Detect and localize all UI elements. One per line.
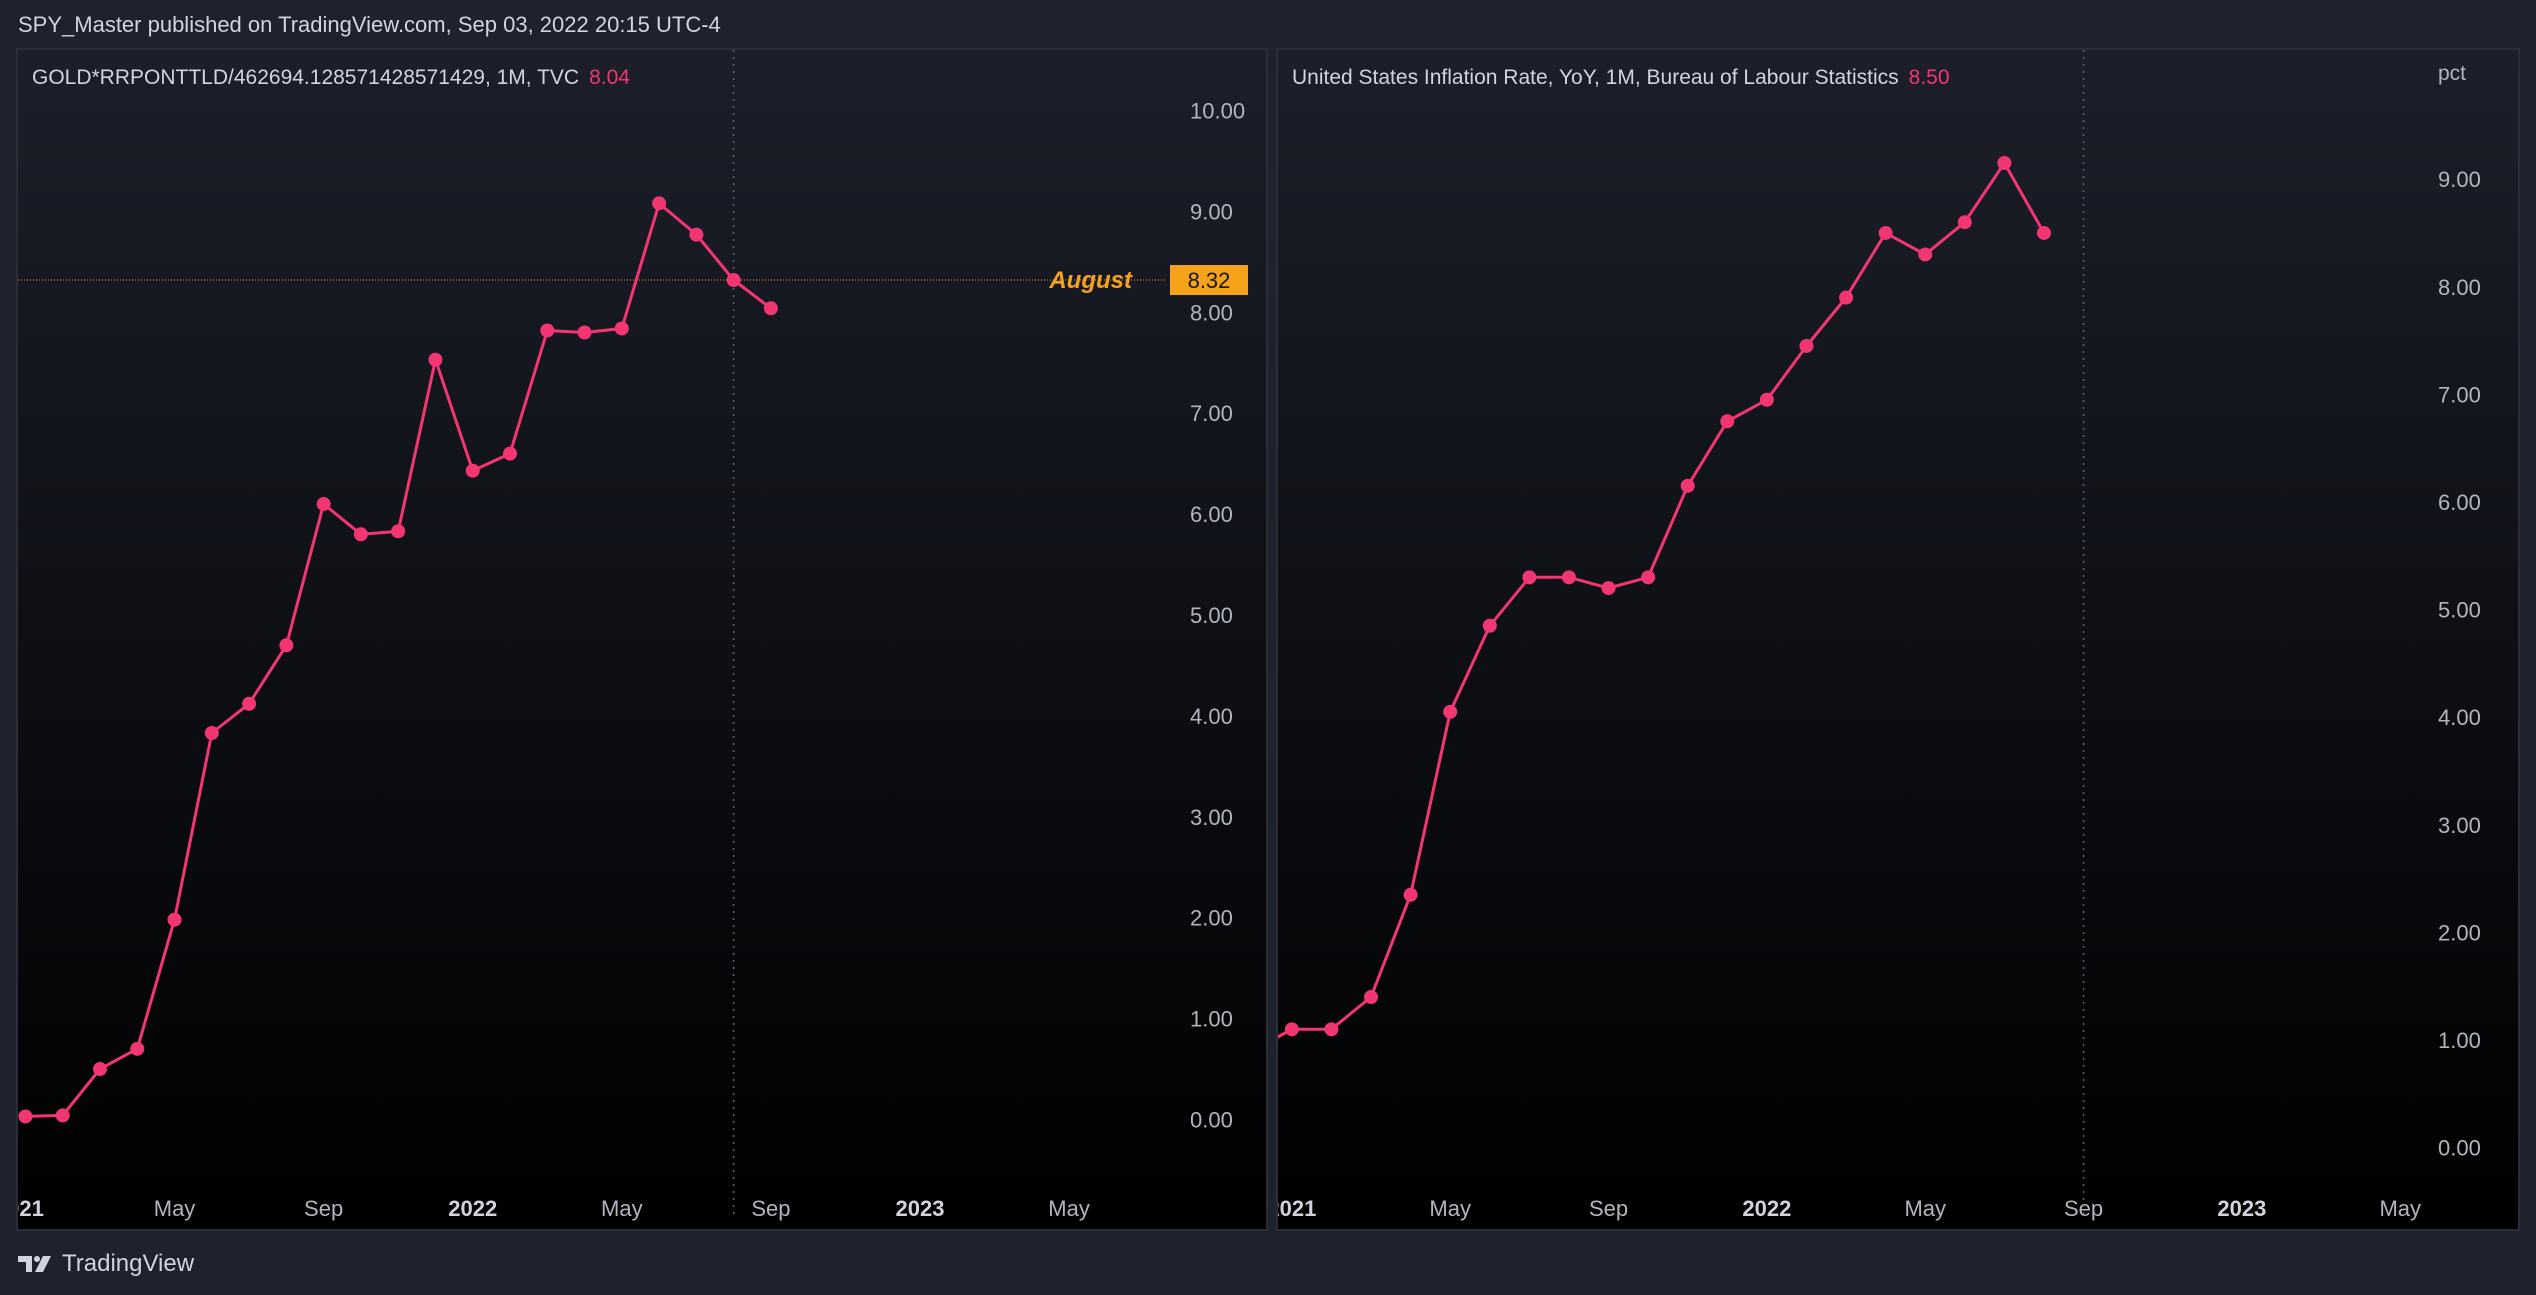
y-tick-label: 1.00: [1190, 1007, 1233, 1032]
data-point: [18, 1109, 33, 1124]
x-tick-label: 021: [18, 1196, 44, 1221]
data-point: [1443, 704, 1458, 719]
data-point: [1759, 392, 1774, 407]
legend-value: 8.04: [589, 66, 630, 89]
data-point: [242, 696, 257, 711]
data-point: [353, 527, 368, 542]
data-point: [130, 1041, 145, 1056]
data-point: [540, 323, 555, 338]
chart-panel-left[interactable]: 0.00 1.00 2.00 3.00 4.00 5.00 6.00 7.00 8.00 9.00…: [16, 48, 1268, 1231]
legend-symbol: GOLD*RRPONTTLD/462694.128571428571429, 1…: [32, 66, 580, 89]
data-point: [1957, 215, 1972, 230]
legend-symbol: United States Inflation Rate, YoY, 1M, B…: [1292, 66, 1899, 89]
x-tick-label: Sep: [1589, 1196, 1628, 1221]
legend-value: 8.50: [1908, 66, 1950, 89]
y-tick-label: 8.00: [1190, 300, 1233, 325]
y-tick-label: 7.00: [2438, 382, 2481, 407]
plot-background: [18, 50, 1266, 1229]
x-tick-label: May: [1048, 1196, 1090, 1221]
x-tick-label: Sep: [304, 1196, 343, 1221]
chart-right[interactable]: 0.00 1.00 2.00 3.00 4.00 5.00 6.00 7.00 8.00 9.00…: [1278, 50, 2518, 1229]
data-point: [93, 1062, 107, 1077]
x-tick-label: May: [1904, 1196, 1946, 1221]
price-badge: [1170, 265, 1248, 296]
data-point: [1918, 247, 1933, 262]
y-tick-label: 5.00: [1190, 603, 1233, 628]
y-tick-label: 6.00: [1190, 502, 1233, 527]
x-tick-label: May: [601, 1196, 643, 1221]
data-point: [465, 463, 480, 478]
data-point: [1364, 990, 1379, 1005]
data-point: [1324, 1022, 1339, 1037]
data-point: [726, 273, 741, 288]
y-tick-label: 3.00: [2438, 813, 2481, 838]
data-point: [1403, 887, 1418, 902]
data-point: [2036, 225, 2051, 240]
data-point: [279, 638, 294, 653]
plot-background: [1278, 50, 2518, 1229]
x-tick-label: 2021: [1278, 1196, 1316, 1221]
data-point: [1997, 156, 2012, 170]
y-tick-label: 3.00: [1190, 805, 1233, 830]
data-point: [391, 524, 406, 539]
data-point: [1284, 1022, 1299, 1037]
legend-left: GOLD*RRPONTTLD/462694.128571428571429, 1…: [32, 66, 630, 90]
x-tick-label: May: [2379, 1196, 2421, 1221]
x-tick-label: 2022: [1742, 1196, 1791, 1221]
x-tick-label: Sep: [751, 1196, 790, 1221]
data-point: [55, 1108, 70, 1123]
data-point: [1601, 581, 1616, 596]
data-point: [1878, 225, 1893, 240]
data-point: [1799, 338, 1814, 353]
y-tick-label: 9.00: [1190, 199, 1233, 224]
x-tick-label: Sep: [2064, 1196, 2103, 1221]
tradingview-logo-icon: [18, 1256, 51, 1272]
data-point: [167, 912, 182, 927]
data-point: [1839, 290, 1854, 305]
y-tick-label: 5.00: [2438, 598, 2481, 623]
data-point: [1482, 618, 1497, 633]
data-point: [1641, 570, 1656, 585]
y-tick-label: 10.00: [1190, 99, 1245, 124]
data-point: [652, 196, 667, 211]
data-point: [316, 497, 331, 512]
data-point: [689, 227, 704, 242]
y-tick-label: 9.00: [2438, 167, 2481, 192]
data-point: [614, 321, 629, 336]
chart-panel-right[interactable]: 0.00 1.00 2.00 3.00 4.00 5.00 6.00 7.00 8.00 9.00…: [1276, 48, 2520, 1231]
y-tick-label: 4.00: [1190, 704, 1233, 729]
data-point: [1561, 570, 1576, 585]
data-point: [1680, 478, 1695, 493]
data-point: [763, 301, 778, 316]
legend-right: United States Inflation Rate, YoY, 1M, B…: [1292, 66, 1950, 90]
y-tick-label: 8.00: [2438, 275, 2481, 300]
x-tick-label: May: [154, 1196, 196, 1221]
y-tick-label: 2.00: [2438, 920, 2481, 945]
y-tick-label: 7.00: [1190, 401, 1233, 426]
x-tick-label: 2023: [896, 1196, 945, 1221]
x-tick-label: 2022: [448, 1196, 497, 1221]
marker-label: August: [1048, 267, 1133, 294]
y-tick-label: 2.00: [1190, 906, 1233, 931]
y-tick-label: 0.00: [2438, 1136, 2481, 1161]
footer-brand[interactable]: TradingView: [18, 1250, 194, 1278]
y-unit-label: pct: [2438, 62, 2466, 85]
y-tick-label: 1.00: [2438, 1028, 2481, 1053]
data-point: [577, 325, 592, 340]
chart-left[interactable]: 0.00 1.00 2.00 3.00 4.00 5.00 6.00 7.00 8.00 9.00…: [18, 50, 1266, 1229]
published-header: SPY_Master published on TradingView.com,…: [18, 12, 721, 37]
data-point: [428, 352, 443, 367]
data-point: [1522, 570, 1537, 585]
y-tick-label: 0.00: [1190, 1107, 1233, 1132]
data-point: [204, 726, 219, 741]
data-point: [1720, 414, 1735, 429]
price-badge-label: 8.32: [1188, 268, 1231, 293]
x-tick-label: 2023: [2217, 1196, 2266, 1221]
data-point: [503, 446, 517, 461]
y-tick-label: 6.00: [2438, 490, 2481, 515]
footer-brand-label: TradingView: [62, 1250, 195, 1277]
y-tick-label: 4.00: [2438, 705, 2481, 730]
x-tick-label: May: [1429, 1196, 1471, 1221]
